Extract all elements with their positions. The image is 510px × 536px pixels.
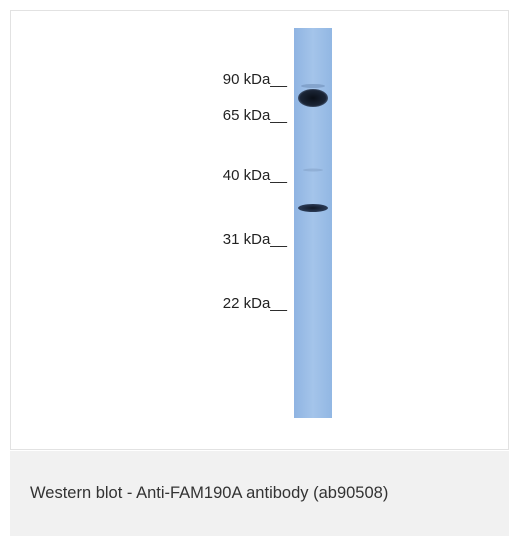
- marker-40kda-label: 40 kDa__: [222, 167, 287, 184]
- western-blot-figure: 90 kDa__ 65 kDa__ 40 kDa__ 31 kDa__ 22 k…: [10, 10, 509, 450]
- figure-caption: Western blot - Anti-FAM190A antibody (ab…: [30, 484, 389, 502]
- marker-22kda-label: 22 kDa__: [222, 295, 287, 312]
- blot-lane-image: [294, 28, 332, 418]
- marker-65kda-label: 65 kDa__: [222, 107, 287, 124]
- band-lower: [298, 204, 328, 212]
- marker-31kda-label: 31 kDa__: [222, 231, 287, 248]
- caption-bar: Western blot - Anti-FAM190A antibody (ab…: [10, 451, 509, 536]
- faint-band-mid: [303, 168, 323, 172]
- faint-band-top: [301, 84, 325, 88]
- band-main: [298, 89, 328, 107]
- marker-90kda-label: 90 kDa__: [222, 71, 287, 88]
